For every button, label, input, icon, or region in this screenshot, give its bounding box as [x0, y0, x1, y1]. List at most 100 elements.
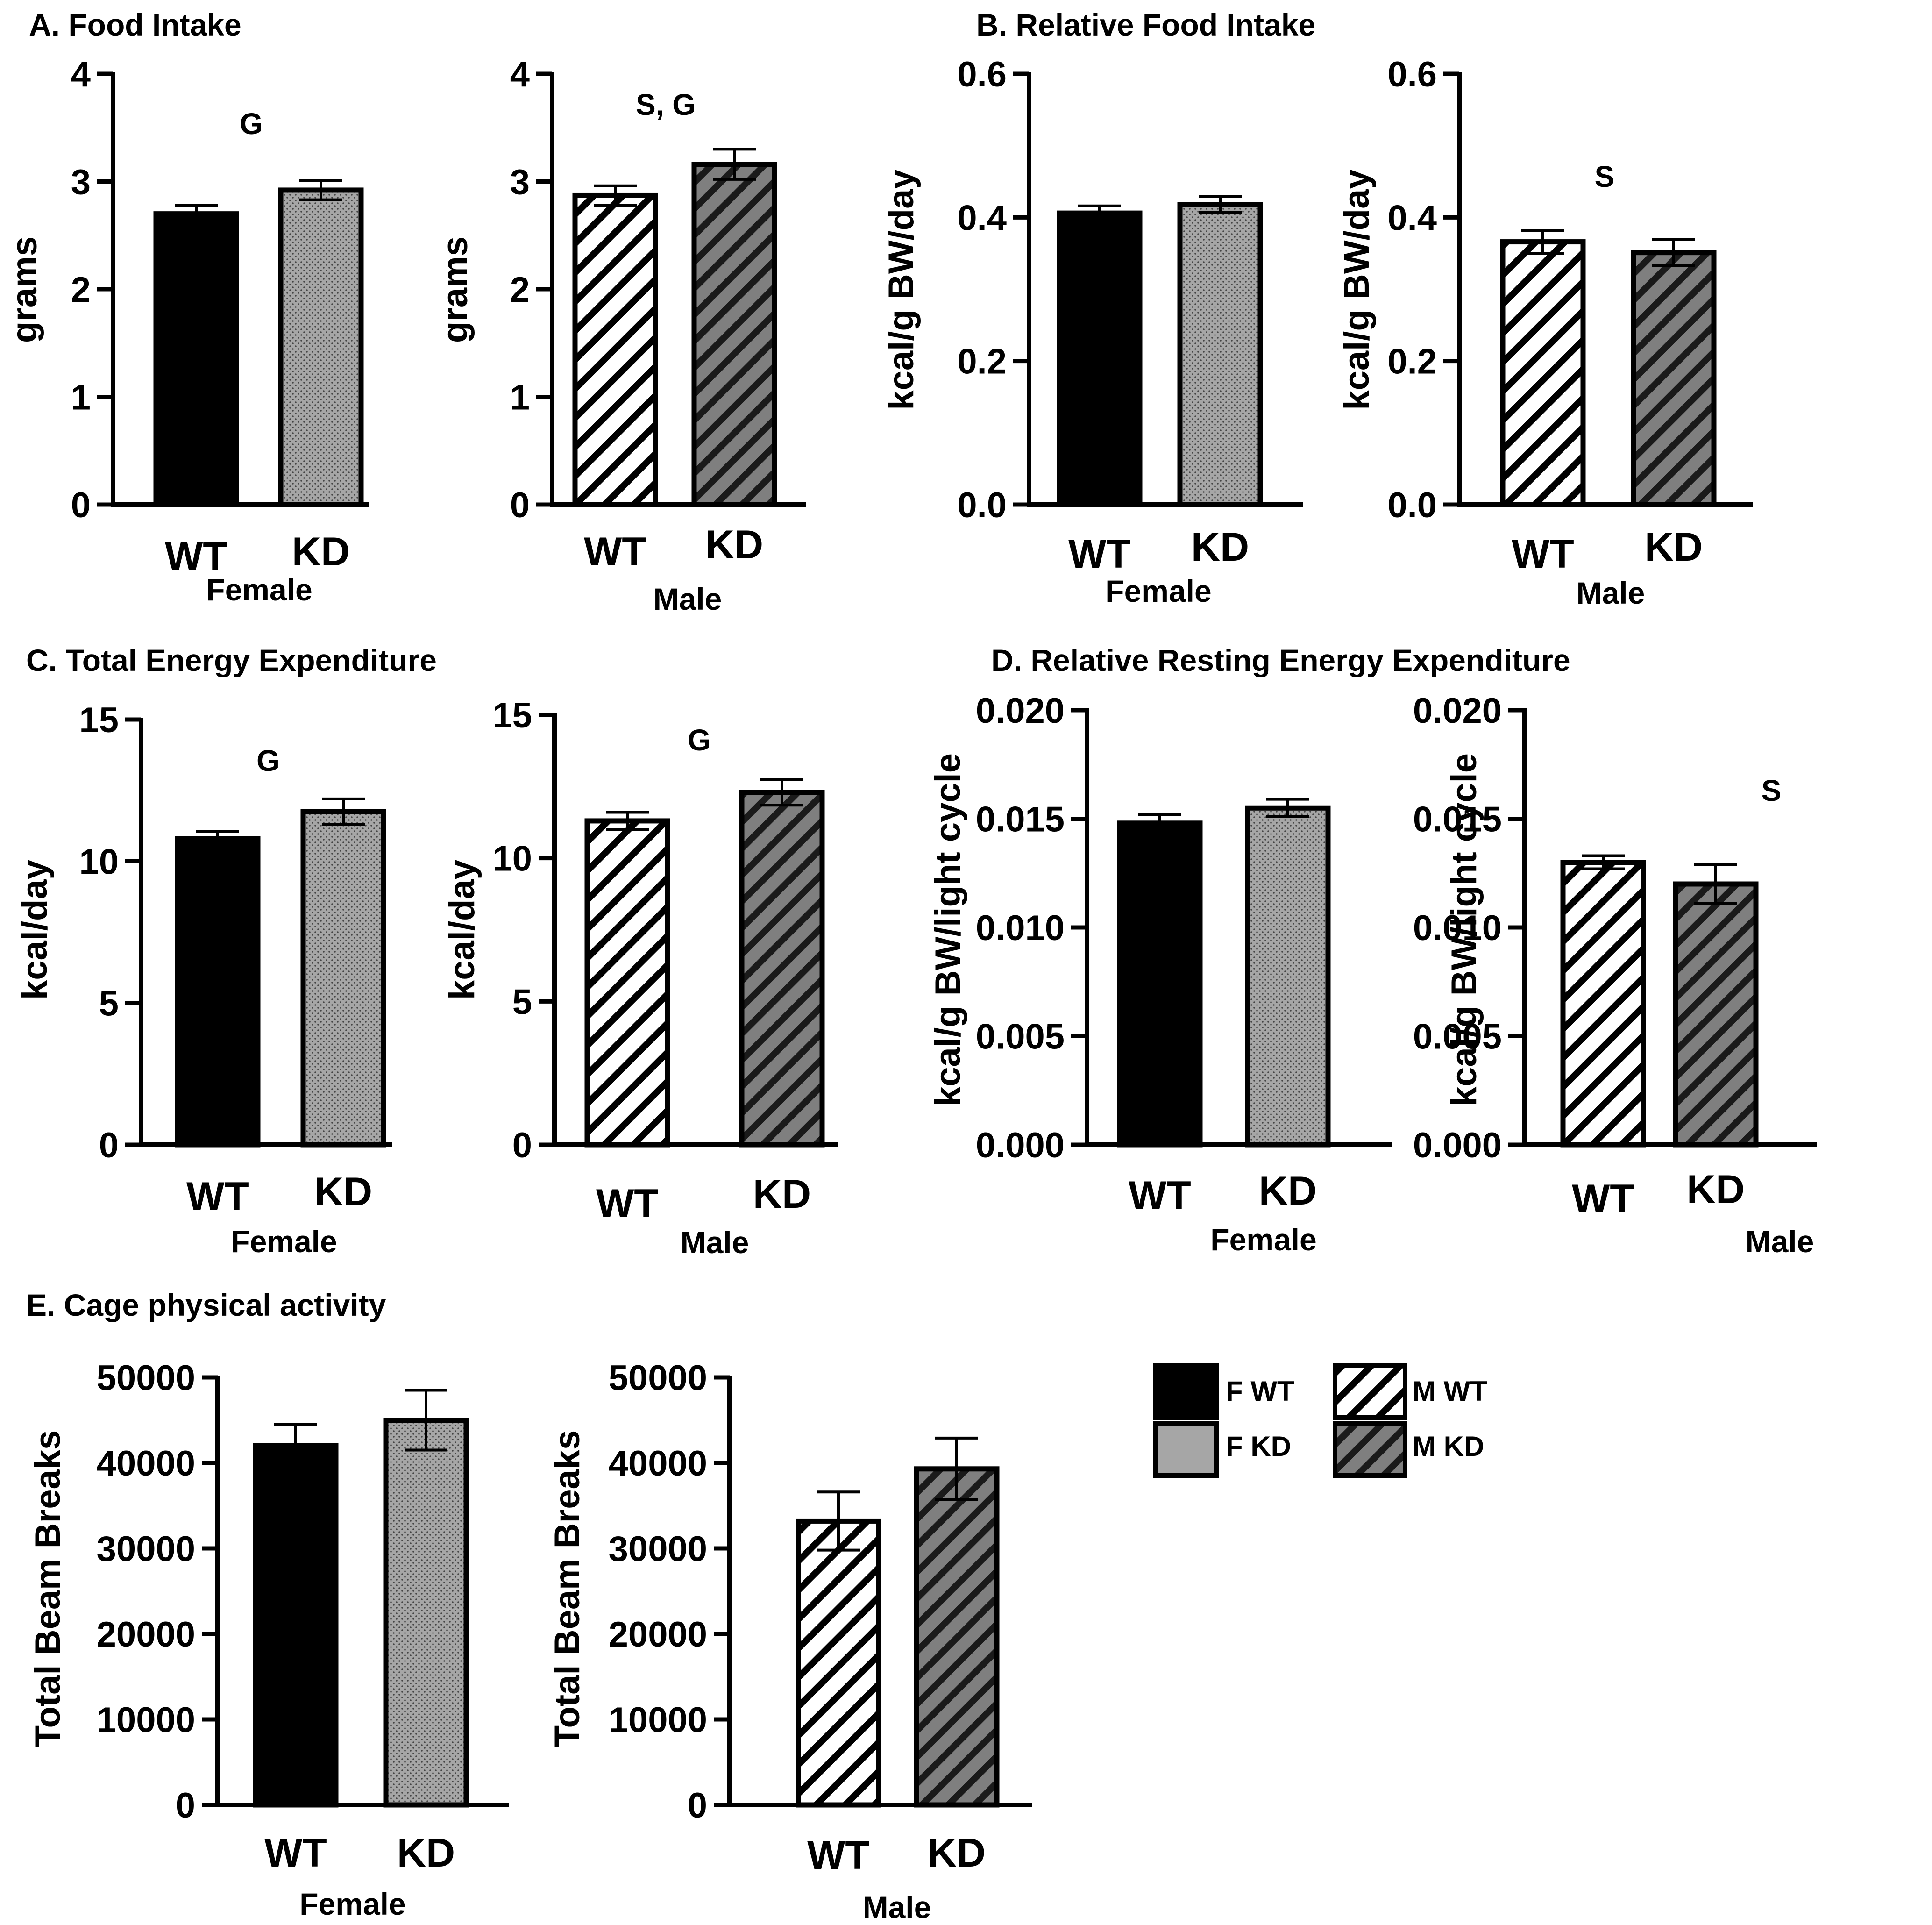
category-label-kd: KD: [705, 522, 763, 567]
y-tick-label: 10000: [609, 1700, 707, 1740]
section-title-a: A. Food Intake: [29, 7, 242, 42]
bar-wt: [572, 192, 658, 507]
category-label-kd: KD: [397, 1831, 455, 1875]
y-tick-label: 40000: [609, 1444, 707, 1483]
y-axis-label: Total Beam Breaks: [28, 1430, 68, 1747]
category-label-kd: KD: [753, 1172, 811, 1217]
chart-E-male: 0 10000 20000 30000 40000 50000 WT KD Male Total …: [547, 1358, 1032, 1925]
legend-label-f-kd: F KD: [1226, 1431, 1291, 1462]
y-tick-label: 0: [510, 485, 530, 525]
y-tick-label: 0.020: [976, 691, 1065, 731]
category-label-kd: KD: [1259, 1169, 1317, 1213]
bar-kd: [278, 187, 364, 507]
category-label-wt: WT: [1512, 532, 1574, 577]
y-tick-label: 0: [99, 1126, 119, 1165]
y-axis-label: grams: [435, 236, 475, 343]
category-label-wt: WT: [1129, 1173, 1191, 1218]
category-label-kd: KD: [1645, 525, 1703, 570]
category-label-kd: KD: [292, 529, 350, 574]
y-tick-label: 0.010: [976, 908, 1065, 948]
category-label-wt: WT: [1068, 532, 1131, 577]
bar-kd: [1177, 202, 1263, 507]
y-axis-label: kcal/day: [15, 860, 55, 1000]
legend-swatch-f-kd: [1153, 1421, 1219, 1478]
stat-annotation: G: [688, 723, 711, 757]
group-label: Male: [653, 582, 722, 616]
chart-B-female: 0.0 0.2 0.4 0.6 WT KD Female kcal/g BW/day: [881, 55, 1303, 608]
y-axis-label: kcal/g BW/day: [881, 169, 921, 410]
bar-kd: [300, 809, 386, 1148]
y-tick-label: 0.4: [1387, 198, 1437, 238]
bar-kd: [1631, 250, 1717, 507]
y-tick-label: 0.4: [957, 198, 1007, 238]
category-label-wt: WT: [596, 1181, 659, 1226]
bar-kd: [383, 1418, 469, 1808]
bar-wt: [1057, 210, 1143, 507]
group-label: Female: [299, 1887, 405, 1921]
bar-wt: [1500, 239, 1586, 507]
y-tick-label: 1: [510, 378, 530, 418]
section-title-b: B. Relative Food Intake: [976, 7, 1315, 42]
y-tick-label: 1: [71, 378, 91, 418]
y-tick-label: 20000: [97, 1615, 195, 1654]
stat-annotation: S, G: [636, 88, 696, 121]
stat-annotation: G: [256, 744, 280, 777]
group-label: Male: [681, 1225, 749, 1260]
y-tick-label: 5: [99, 984, 119, 1024]
category-label-wt: WT: [165, 534, 227, 579]
y-tick-label: 10: [492, 839, 532, 879]
category-label-wt: WT: [584, 529, 646, 574]
legend: F WT M WT F KD M KD: [1153, 1363, 1487, 1478]
bar-kd: [739, 790, 825, 1148]
stat-annotation: S: [1762, 774, 1782, 807]
bar-kd: [914, 1466, 1000, 1808]
y-tick-label: 0.0: [1387, 485, 1437, 525]
section-title-e: E. Cage physical activity: [26, 1288, 386, 1322]
category-label-wt: WT: [1572, 1176, 1634, 1221]
category-label-kd: KD: [928, 1831, 986, 1875]
y-tick-label: 0.015: [976, 800, 1065, 840]
stat-annotation: G: [240, 107, 263, 141]
y-axis-label: kcal/g BW/light cycle: [928, 753, 968, 1106]
legend-label-f-wt: F WT: [1226, 1376, 1294, 1407]
y-tick-label: 0.005: [1413, 1017, 1502, 1057]
bar-kd: [1245, 805, 1331, 1148]
bar-wt: [584, 818, 670, 1148]
y-tick-label: 2: [510, 270, 530, 310]
y-tick-label: 4: [71, 55, 91, 94]
y-tick-label: 0.000: [1413, 1126, 1502, 1165]
bar-wt: [796, 1518, 881, 1808]
legend-swatch-f-wt: [1153, 1363, 1219, 1420]
y-tick-label: 0: [688, 1786, 707, 1825]
y-tick-label: 40000: [97, 1444, 195, 1483]
y-tick-label: 0.020: [1413, 691, 1502, 731]
group-label: Female: [1210, 1222, 1316, 1257]
stat-annotation: S: [1595, 160, 1615, 193]
chart-A-male: 0 1 2 3 4 WT KD Male grams S, G: [435, 55, 806, 616]
y-tick-label: 0.2: [957, 342, 1007, 382]
bar-wt: [253, 1443, 339, 1808]
y-tick-label: 0.6: [957, 55, 1007, 94]
y-axis-label: grams: [5, 236, 44, 343]
section-title-c: C. Total Energy Expenditure: [26, 643, 437, 677]
category-label-kd: KD: [314, 1169, 372, 1214]
section-title-d: D. Relative Resting Energy Expenditure: [991, 643, 1570, 677]
y-tick-label: 30000: [97, 1529, 195, 1569]
legend-label-m-wt: M WT: [1413, 1376, 1487, 1407]
group-label: Male: [863, 1890, 931, 1925]
y-tick-label: 15: [79, 700, 119, 740]
y-tick-label: 4: [510, 55, 530, 94]
legend-swatch-m-wt: [1333, 1363, 1407, 1420]
bar-wt: [153, 211, 239, 507]
y-tick-label: 3: [71, 163, 91, 202]
y-axis-label: kcal/day: [442, 860, 482, 1000]
y-tick-label: 0: [71, 485, 91, 525]
group-label: Female: [231, 1224, 337, 1259]
y-tick-label: 0: [176, 1786, 195, 1825]
y-tick-label: 50000: [97, 1358, 195, 1398]
